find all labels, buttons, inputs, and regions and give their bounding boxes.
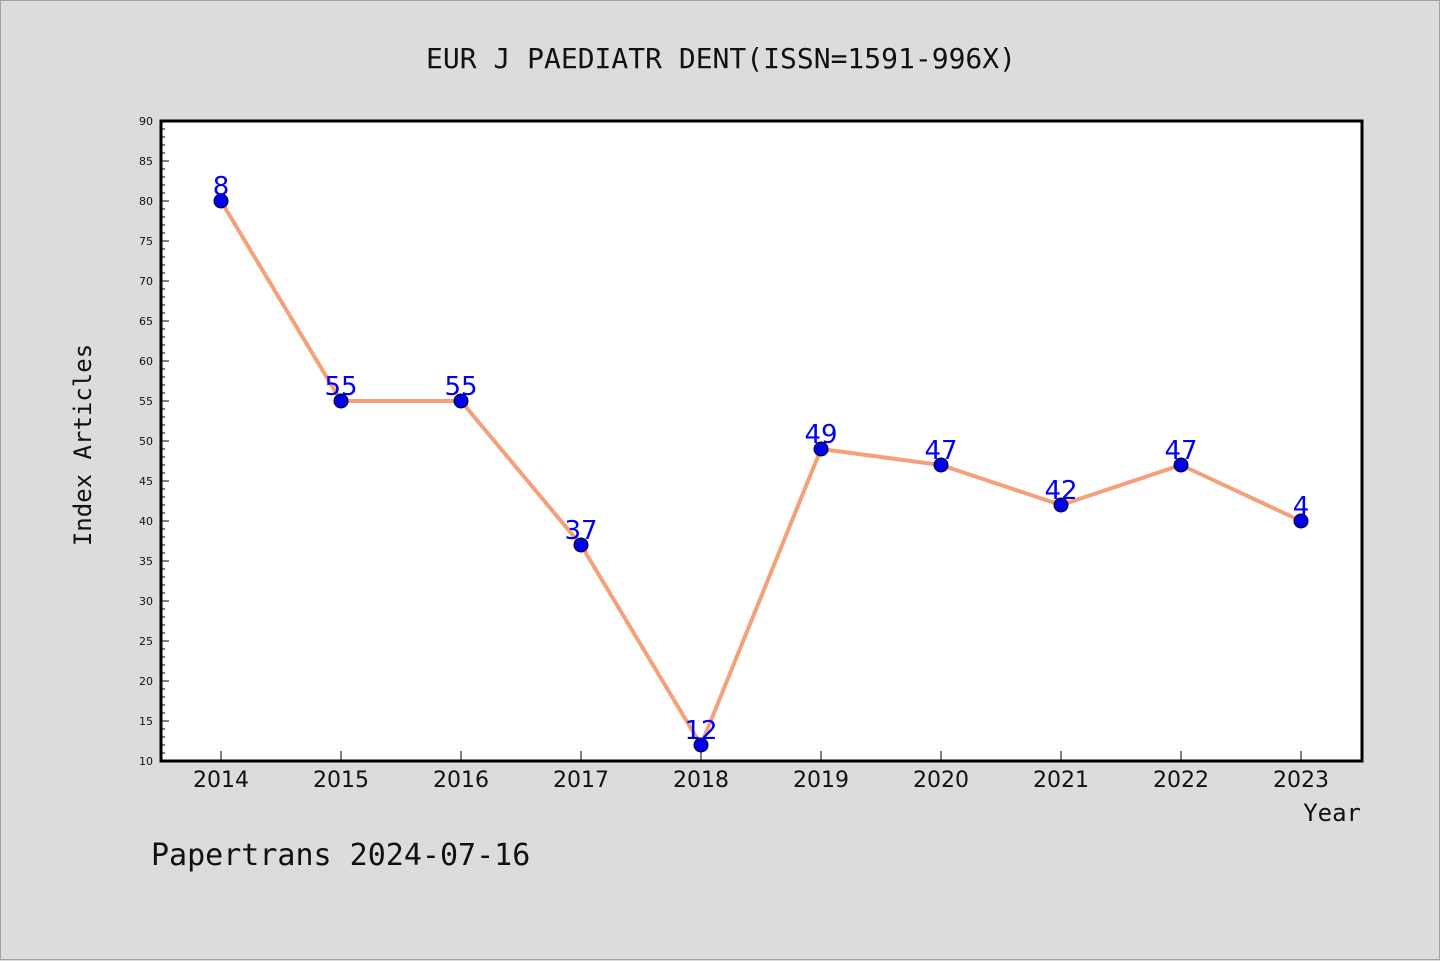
x-tick-label: 2019	[793, 768, 849, 793]
data-point	[693, 737, 709, 753]
data-point	[213, 193, 229, 209]
x-tick-label: 2016	[433, 768, 489, 793]
y-tick-label: 35	[139, 555, 153, 568]
y-tick-label: 90	[139, 115, 153, 128]
y-tick-label: 40	[139, 515, 153, 528]
x-tick-label: 2017	[553, 768, 609, 793]
y-tick-label: 15	[139, 715, 153, 728]
y-tick-label: 70	[139, 275, 153, 288]
y-axis-label: Index Articles	[69, 344, 97, 546]
series-markers	[213, 193, 1309, 753]
data-point	[1053, 497, 1069, 513]
data-label: 55	[444, 372, 477, 402]
y-axis: 10 15 20 25 30 35 40 45 50 55 60 65 70 75 80 85 90	[139, 115, 169, 768]
x-tick-label: 2022	[1153, 768, 1209, 793]
x-tick-label: 2021	[1033, 768, 1089, 793]
series-line	[219, 199, 1302, 747]
y-tick-label: 65	[139, 315, 153, 328]
y-tick-label: 75	[139, 235, 153, 248]
y-tick-label: 50	[139, 435, 153, 448]
x-tick-label: 2015	[313, 768, 369, 793]
data-label: 49	[804, 420, 837, 450]
y-tick-label: 60	[139, 355, 153, 368]
y-tick-label: 30	[139, 595, 153, 608]
data-label: 4	[1293, 492, 1310, 522]
chart-title: EUR J PAEDIATR DENT(ISSN=1591-996X)	[426, 42, 1016, 75]
data-label: 42	[1044, 476, 1077, 506]
x-tick-label: 2020	[913, 768, 969, 793]
data-label: 55	[324, 372, 357, 402]
x-tick-label: 2014	[193, 768, 249, 793]
data-point	[1173, 457, 1189, 473]
data-labels: 8 55 55 37 12 49 47 42 47 4	[213, 172, 1310, 746]
y-tick-label: 45	[139, 475, 153, 488]
x-tick-label: 2023	[1273, 768, 1329, 793]
x-axis: 2014 2015 2016 2017 2018 2019 2020 2021 2022 2023	[193, 751, 1329, 793]
data-label: 8	[213, 172, 230, 202]
footer-credit: Papertrans 2024-07-16	[151, 838, 530, 873]
data-label: 47	[1164, 436, 1197, 466]
y-tick-label: 25	[139, 635, 153, 648]
y-tick-label: 85	[139, 155, 153, 168]
data-label: 37	[564, 516, 597, 546]
x-axis-label: Year	[1303, 799, 1361, 827]
y-tick-label: 55	[139, 395, 153, 408]
y-tick-label: 10	[139, 755, 153, 768]
y-tick-label: 80	[139, 195, 153, 208]
data-point	[573, 537, 589, 553]
data-point	[813, 441, 829, 457]
data-label: 12	[684, 716, 717, 746]
data-point	[333, 393, 349, 409]
data-point	[933, 457, 949, 473]
plot-area	[159, 119, 1364, 763]
data-label: 47	[924, 436, 957, 466]
data-point	[1293, 513, 1309, 529]
data-point	[453, 393, 469, 409]
y-tick-label: 20	[139, 675, 153, 688]
x-tick-label: 2018	[673, 768, 729, 793]
